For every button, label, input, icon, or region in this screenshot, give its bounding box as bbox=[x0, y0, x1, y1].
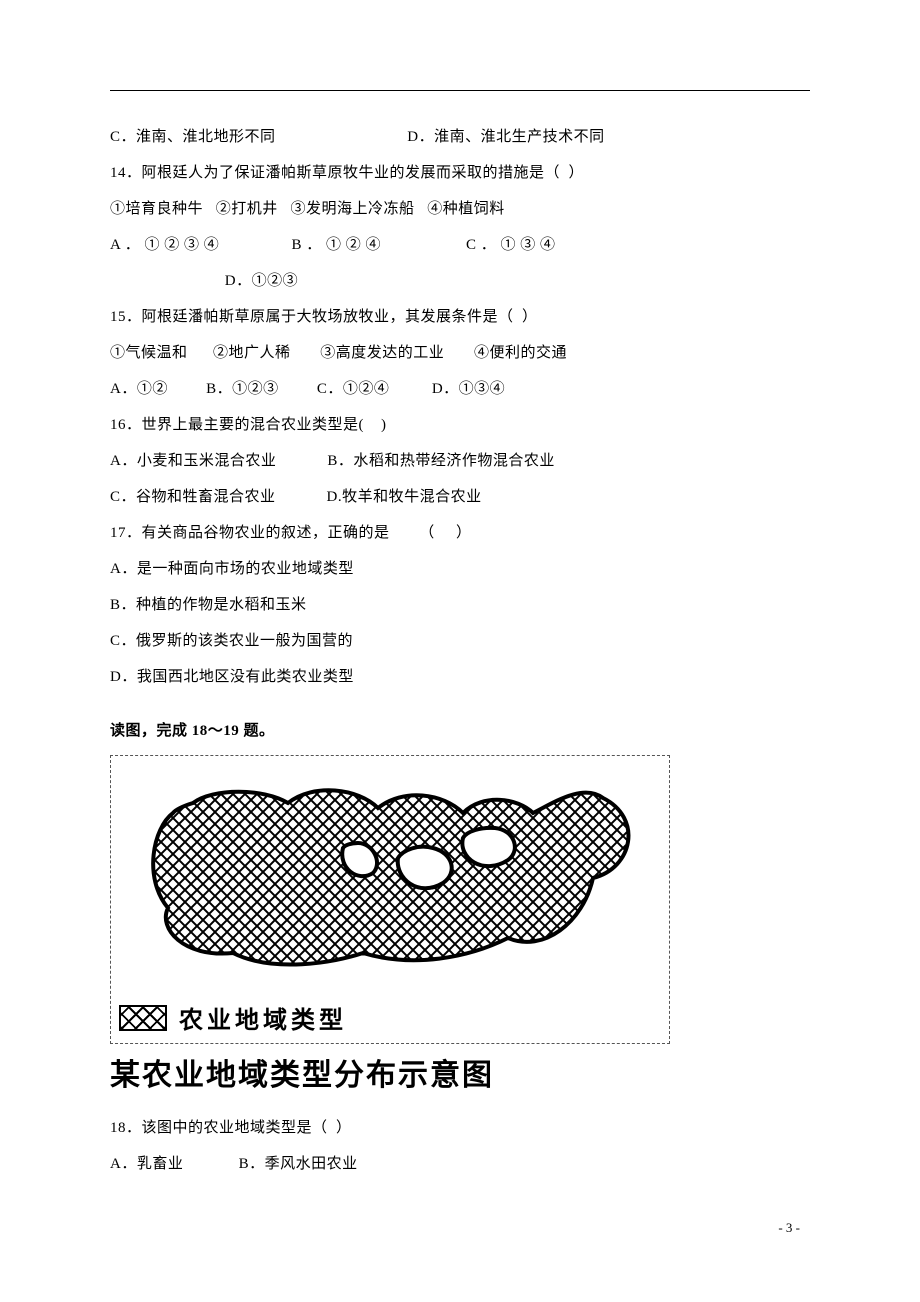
figure-lead: 读图，完成 18～19 题。 bbox=[110, 713, 810, 749]
q13-d: D．淮南、淮北生产技术不同 bbox=[407, 129, 604, 145]
q14-stem: 14．阿根廷人为了保证潘帕斯草原牧牛业的发展而采取的措施是（ ） bbox=[110, 155, 810, 191]
legend-text: 农业地域类型 bbox=[179, 1000, 347, 1035]
q13-c: C．淮南、淮北地形不同 bbox=[110, 129, 276, 145]
q16-row2: C．谷物和牲畜混合农业 D.牧羊和牧牛混合农业 bbox=[110, 479, 810, 515]
q16-row1: A．小麦和玉米混合农业 B．水稻和热带经济作物混合农业 bbox=[110, 443, 810, 479]
q14-opts-row2: D．①②③ bbox=[110, 263, 810, 299]
q14-b: B ． ① ② ④ bbox=[292, 237, 382, 253]
q17-c: C．俄罗斯的该类农业一般为国营的 bbox=[110, 623, 810, 659]
map-region bbox=[153, 790, 628, 964]
legend-row: 农业地域类型 bbox=[113, 998, 667, 1041]
q15-items: ①气候温和 ②地广人稀 ③高度发达的工业 ④便利的交通 bbox=[110, 335, 810, 371]
top-rule bbox=[110, 90, 810, 91]
q16-b: B．水稻和热带经济作物混合农业 bbox=[327, 453, 555, 469]
q14-opts-row1: A ． ① ② ③ ④ B ． ① ② ④ C ． ① ③ ④ bbox=[110, 227, 810, 263]
figure-caption: 某农业地域类型分布示意图 bbox=[110, 1050, 810, 1094]
map-svg bbox=[113, 758, 667, 998]
q14-a: A ． ① ② ③ ④ bbox=[110, 237, 219, 253]
q17-stem: 17．有关商品谷物农业的叙述，正确的是 （ ） bbox=[110, 515, 810, 551]
page-number: - 3 - bbox=[778, 1220, 800, 1236]
q17-a: A．是一种面向市场的农业地域类型 bbox=[110, 551, 810, 587]
q16-c: C．谷物和牲畜混合农业 bbox=[110, 489, 276, 505]
q17-b: B．种植的作物是水稻和玉米 bbox=[110, 587, 810, 623]
q15-stem: 15．阿根廷潘帕斯草原属于大牧场放牧业，其发展条件是（ ） bbox=[110, 299, 810, 335]
q14-c: C ． ① ③ ④ bbox=[466, 237, 556, 253]
q13-options-row: C．淮南、淮北地形不同 D．淮南、淮北生产技术不同 bbox=[110, 119, 810, 155]
q15-opts: A．①② B．①②③ C．①②④ D．①③④ bbox=[110, 371, 810, 407]
figure-frame: 农业地域类型 bbox=[110, 755, 670, 1044]
q18-stem: 18．该图中的农业地域类型是（ ） bbox=[110, 1110, 810, 1146]
q16-a: A．小麦和玉米混合农业 bbox=[110, 453, 276, 469]
q14-d: D．①②③ bbox=[225, 273, 298, 289]
legend-swatch bbox=[119, 1005, 167, 1031]
q18-opts: A．乳畜业 B．季风水田农业 bbox=[110, 1146, 810, 1182]
q16-d: D.牧羊和牧牛混合农业 bbox=[327, 489, 482, 505]
q16-stem: 16．世界上最主要的混合农业类型是( ) bbox=[110, 407, 810, 443]
q14-items: ①培育良种牛 ②打机井 ③发明海上冷冻船 ④种植饲料 bbox=[110, 191, 810, 227]
q17-d: D．我国西北地区没有此类农业类型 bbox=[110, 659, 810, 695]
figure-block: 农业地域类型 某农业地域类型分布示意图 bbox=[110, 755, 810, 1094]
